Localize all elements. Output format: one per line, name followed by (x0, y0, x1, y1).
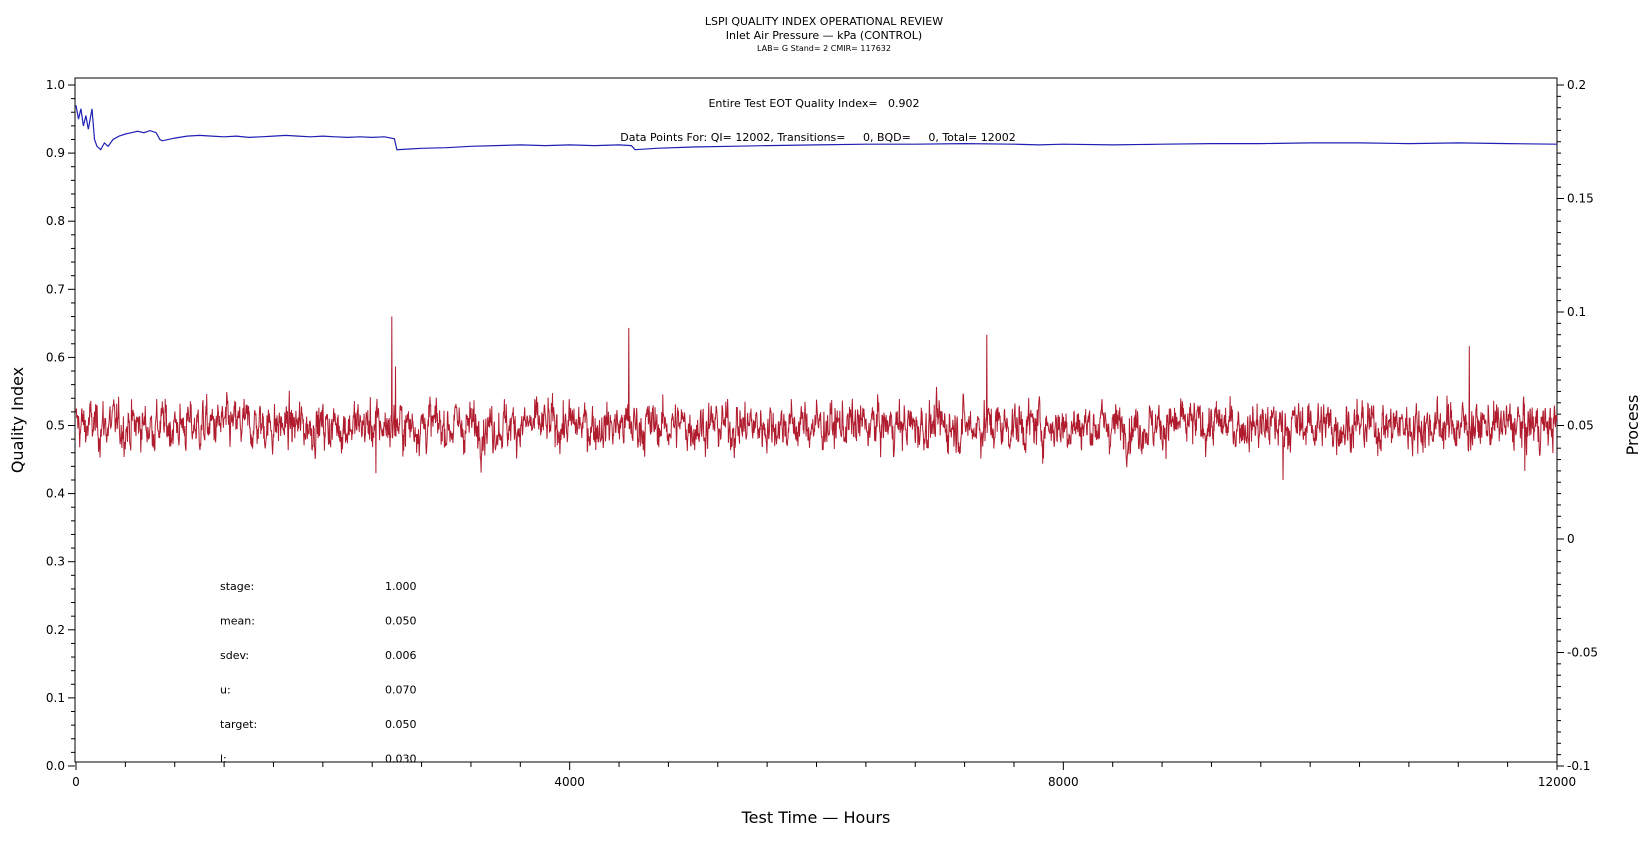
stat-label: u: (220, 684, 231, 697)
y-left-tick-label: 0.6 (46, 350, 65, 364)
x-axis-label: Test Time — Hours (741, 808, 891, 827)
y-right-tick-label: -0.05 (1567, 646, 1598, 660)
stat-value: 0.050 (385, 718, 417, 731)
process-line (75, 316, 1558, 481)
stat-label: mean: (220, 615, 255, 628)
y-left-tick-label: 0.5 (46, 419, 65, 433)
y-left-tick-label: 0.2 (46, 623, 65, 637)
y-left-tick-label: 0.9 (46, 146, 65, 160)
x-tick-label: 4000 (554, 775, 585, 789)
y-right-tick-label: 0 (1567, 532, 1575, 546)
x-tick-label: 12000 (1538, 775, 1576, 789)
y-left-tick-label: 0.0 (46, 759, 65, 773)
y-right-tick-label: 0.1 (1567, 305, 1586, 319)
stat-label: stage: (220, 580, 254, 593)
stat-value: 0.030 (385, 753, 417, 766)
y-left-tick-label: 0.4 (46, 487, 65, 501)
stat-value: 1.000 (385, 580, 417, 593)
y-axis-left-label: Quality Index (8, 367, 27, 473)
data-points-annotation: Data Points For: QI= 12002, Transitions=… (620, 131, 1015, 144)
process-series (75, 316, 1558, 481)
stat-value: 0.070 (385, 684, 417, 697)
chart-subtitle: Inlet Air Pressure — kPa (CONTROL) (726, 29, 922, 42)
y-right-tick-label: 0.05 (1567, 419, 1594, 433)
stat-value: 0.050 (385, 615, 417, 628)
eot-annotation: Entire Test EOT Quality Index= 0.902 (708, 97, 919, 110)
y-right-tick-label: 0.2 (1567, 78, 1586, 92)
y-right-tick-label: -0.1 (1567, 759, 1590, 773)
x-tick-label: 0 (72, 775, 80, 789)
quality-index-series (75, 105, 1558, 151)
stats-block: stage: 1.000 mean: 0.050 sdev: 0.006 u: 0.070 ta… (220, 580, 417, 766)
y-axis-right-label: Process (1623, 395, 1642, 456)
y-left-tick-label: 1.0 (46, 78, 65, 92)
y-left-tick-label: 0.3 (46, 555, 65, 569)
stat-label: l: (220, 753, 227, 766)
stat-value: 0.006 (385, 649, 417, 662)
y-right-tick-label: 0.15 (1567, 192, 1594, 206)
x-axis: 0 4000 8000 12000 (72, 762, 1576, 789)
stat-label: sdev: (220, 649, 249, 662)
y-left-tick-label: 0.8 (46, 214, 65, 228)
y-axis-left: 0.0 0.1 0.2 0.3 0.4 0.5 0.6 0.7 0.8 0.9 1.0 (46, 78, 75, 773)
x-tick-label: 8000 (1048, 775, 1079, 789)
y-left-tick-label: 0.1 (46, 691, 65, 705)
y-left-tick-label: 0.7 (46, 282, 65, 296)
chart-subtitle-2: LAB= G Stand= 2 CMIR= 117632 (757, 44, 891, 53)
quality-index-line (75, 105, 1558, 151)
chart-title: LSPI QUALITY INDEX OPERATIONAL REVIEW (705, 15, 943, 28)
y-axis-right: -0.1 -0.05 0 0.05 0.1 0.15 0.2 (1557, 78, 1598, 773)
stat-label: target: (220, 718, 257, 731)
